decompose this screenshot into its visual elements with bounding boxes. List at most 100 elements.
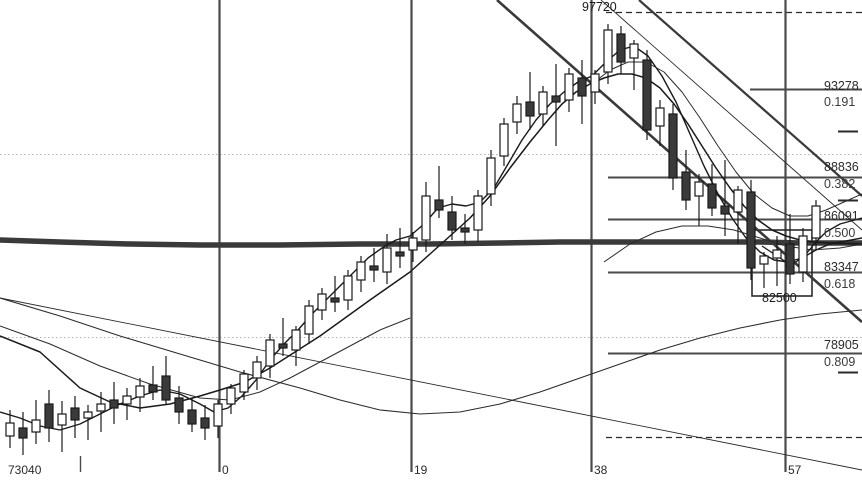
candlestick[interactable]: [525, 72, 535, 130]
candle-body: [707, 183, 717, 209]
candle-body: [57, 413, 67, 426]
candlestick[interactable]: [746, 180, 756, 280]
candlestick[interactable]: [356, 256, 366, 292]
candle-body: [694, 181, 704, 197]
candlestick[interactable]: [265, 334, 275, 378]
price-label-83347: 83347: [824, 260, 859, 274]
candle-body: [408, 237, 418, 251]
candlestick[interactable]: [421, 182, 431, 252]
candlestick[interactable]: [161, 356, 171, 404]
candlestick[interactable]: [278, 318, 288, 356]
candle-body: [395, 251, 405, 257]
candlestick[interactable]: [681, 150, 691, 210]
candle-body: [18, 427, 28, 439]
candlestick[interactable]: [798, 228, 808, 282]
candlestick[interactable]: [304, 300, 314, 344]
candle-body: [83, 411, 93, 419]
candlestick[interactable]: [486, 150, 496, 206]
candlestick[interactable]: [187, 398, 197, 432]
x-axis-label-38: 38: [594, 463, 608, 477]
candle-body: [655, 107, 665, 127]
candlestick[interactable]: [174, 386, 184, 424]
candle-body: [200, 417, 210, 429]
candlestick[interactable]: [447, 196, 457, 240]
candle-body: [278, 343, 288, 349]
candlestick[interactable]: [720, 160, 730, 236]
candle-body: [668, 113, 678, 179]
candlestick[interactable]: [499, 118, 509, 166]
candlestick[interactable]: [57, 401, 67, 452]
trendline-lower-rise: [0, 297, 862, 471]
candlestick[interactable]: [5, 410, 15, 448]
trendline-inner-down: [600, 0, 862, 231]
candlestick[interactable]: [564, 68, 574, 112]
candlestick[interactable]: [200, 405, 210, 440]
candlestick[interactable]: [135, 378, 145, 412]
candlestick[interactable]: [434, 166, 444, 218]
candlestick[interactable]: [148, 366, 158, 400]
candlestick[interactable]: [213, 400, 223, 438]
candlestick[interactable]: [44, 390, 54, 442]
candle-body: [226, 387, 236, 405]
candlestick-series[interactable]: [5, 24, 821, 455]
x-axis-label-57: 57: [788, 463, 802, 477]
candlestick[interactable]: [343, 270, 353, 310]
candlestick[interactable]: [759, 252, 769, 288]
candlestick[interactable]: [603, 24, 613, 84]
candlestick[interactable]: [460, 214, 470, 244]
candlestick[interactable]: [109, 382, 119, 424]
candlestick[interactable]: [395, 228, 405, 268]
candlestick[interactable]: [733, 186, 743, 244]
candlestick[interactable]: [369, 248, 379, 282]
candle-body: [265, 339, 275, 367]
candlestick[interactable]: [70, 396, 80, 438]
candlestick[interactable]: [330, 276, 340, 312]
candlestick[interactable]: [785, 214, 795, 284]
candle-body: [746, 191, 756, 269]
candlestick[interactable]: [551, 64, 561, 146]
candlestick[interactable]: [590, 70, 600, 104]
candlestick[interactable]: [382, 234, 392, 284]
candlestick[interactable]: [629, 40, 639, 90]
candlestick[interactable]: [317, 288, 327, 320]
candlestick[interactable]: [31, 400, 41, 444]
candlestick[interactable]: [83, 405, 93, 440]
candlestick[interactable]: [96, 392, 106, 432]
candlestick[interactable]: [577, 60, 587, 124]
candlestick[interactable]: [473, 190, 483, 242]
vertical-axis-lines: [218, 0, 787, 472]
candlestick[interactable]: [655, 100, 665, 146]
candle-body: [512, 103, 522, 123]
candlestick[interactable]: [122, 388, 132, 420]
candle-body: [96, 403, 106, 412]
ma-long-thick: [0, 237, 862, 248]
candle-body: [577, 77, 587, 97]
candlestick[interactable]: [694, 174, 704, 226]
candlestick[interactable]: [642, 50, 652, 140]
x-axis-label-19: 19: [414, 463, 428, 477]
candle-body: [148, 384, 158, 393]
candlestick[interactable]: [616, 26, 626, 74]
candlestick[interactable]: [239, 370, 249, 400]
candlestick[interactable]: [18, 412, 28, 455]
candlestick[interactable]: [252, 356, 262, 390]
candlestick[interactable]: [512, 96, 522, 134]
candle-body: [785, 243, 795, 275]
candle-body: [642, 59, 652, 131]
candlestick[interactable]: [408, 232, 418, 262]
ma-envelope-upper: [591, 61, 862, 217]
fib-label-0809: 0.809: [824, 355, 856, 369]
candlestick[interactable]: [772, 236, 782, 286]
candle-body: [109, 399, 119, 409]
candle-body: [304, 305, 314, 335]
candle-body: [421, 195, 431, 241]
candle-body: [317, 293, 327, 311]
candlestick[interactable]: [291, 326, 301, 366]
candlestick[interactable]: [538, 86, 548, 126]
candle-body: [356, 261, 366, 281]
candlestick[interactable]: [668, 104, 678, 190]
candlestick[interactable]: [226, 384, 236, 414]
candlestick[interactable]: [707, 164, 717, 216]
candlestick[interactable]: [811, 200, 821, 250]
